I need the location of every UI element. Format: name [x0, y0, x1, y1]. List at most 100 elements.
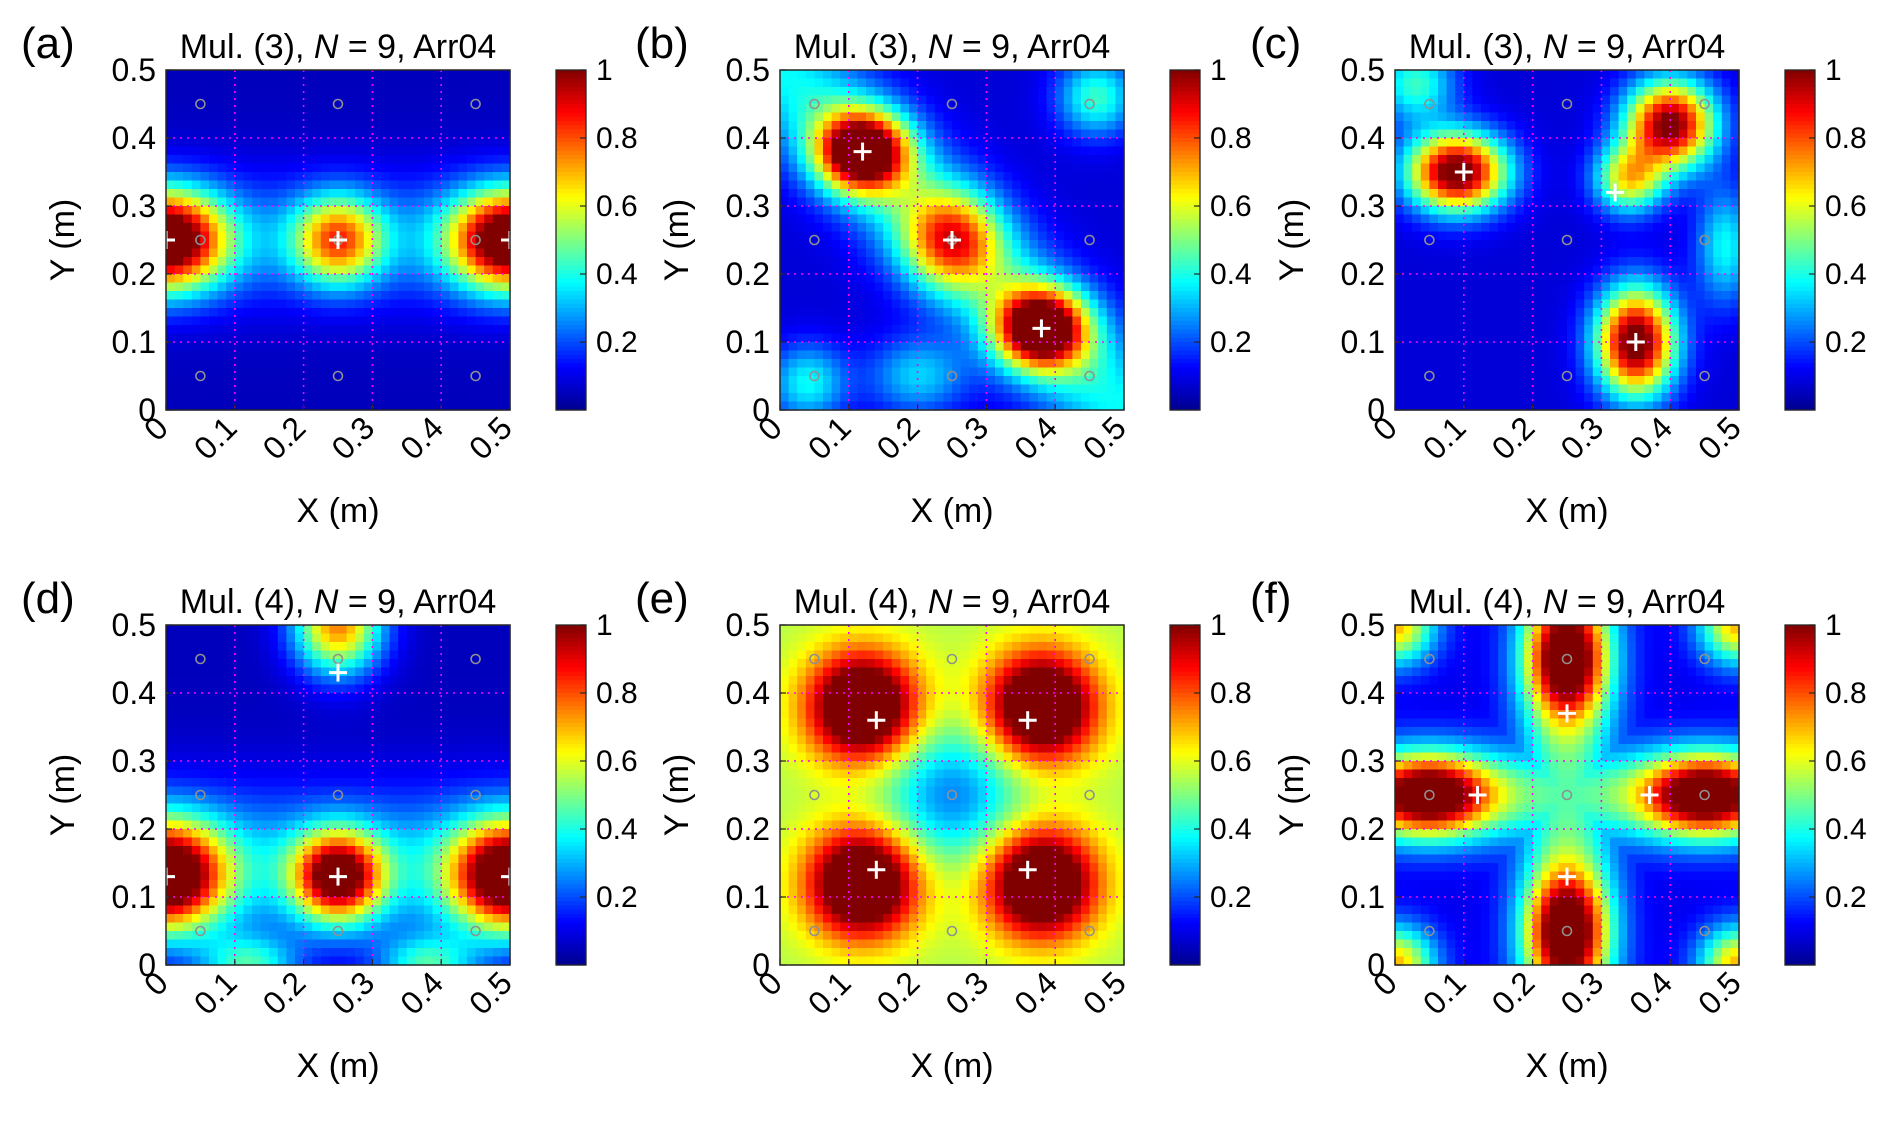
heatmap-cell [1055, 359, 1064, 368]
heatmap-cell [390, 181, 399, 190]
heatmap-cell [1679, 300, 1688, 309]
heatmap-cell [1072, 359, 1081, 368]
heatmap-cell [175, 266, 184, 275]
heatmap-cell [789, 79, 798, 88]
heatmap-cell [381, 240, 390, 249]
heatmap-cell [467, 121, 476, 130]
heatmap-cell [952, 172, 961, 181]
heatmap-cell [1464, 232, 1473, 241]
heatmap-cell [1679, 359, 1688, 368]
heatmap-cell [1705, 402, 1714, 411]
heatmap-cell [424, 308, 433, 317]
heatmap-cell [857, 96, 866, 105]
heatmap-cell [304, 291, 313, 300]
heatmap-cell [1584, 291, 1593, 300]
heatmap-cell [312, 393, 321, 402]
heatmap-cell [467, 402, 476, 411]
heatmap-cell [1687, 249, 1696, 258]
heatmap-cell [1038, 223, 1047, 232]
heatmap-cell [252, 385, 261, 394]
heatmap-cell [1644, 87, 1653, 96]
heatmap-cell [1038, 121, 1047, 130]
heatmap-cell [209, 376, 218, 385]
heatmap-cell [1576, 130, 1585, 139]
heatmap-cell [347, 155, 356, 164]
heatmap-cell [1090, 113, 1099, 122]
heatmap-cell [450, 300, 459, 309]
y-tick-label: 0 [752, 392, 770, 428]
heatmap-cell [381, 172, 390, 181]
heatmap-cell [166, 402, 175, 411]
heatmap-cell [329, 385, 338, 394]
heatmap-cell [900, 368, 909, 377]
heatmap-cell [1713, 308, 1722, 317]
colorbar-segment [556, 210, 586, 215]
heatmap-cell [1670, 121, 1679, 130]
heatmap-cell [1550, 257, 1559, 266]
heatmap-cell [1610, 155, 1619, 164]
heatmap-cell [312, 147, 321, 156]
heatmap-cell [1498, 317, 1507, 326]
heatmap-cell [1550, 155, 1559, 164]
heatmap-cell [1644, 155, 1653, 164]
heatmap-cell [1687, 104, 1696, 113]
colorbar-segment [556, 402, 586, 407]
heatmap-cell [1490, 147, 1499, 156]
heatmap-cell [166, 147, 175, 156]
heatmap-cell [952, 138, 961, 147]
heatmap-cell [1619, 368, 1628, 377]
heatmap-cell [961, 283, 970, 292]
heatmap-cell [329, 172, 338, 181]
heatmap-cell [441, 96, 450, 105]
heatmap-cell [166, 189, 175, 198]
heatmap-cell [1012, 291, 1021, 300]
heatmap-cell [269, 232, 278, 241]
heatmap-cell [1115, 283, 1124, 292]
heatmap-cell [1627, 385, 1636, 394]
heatmap-cell [1584, 393, 1593, 402]
heatmap-cell [200, 121, 209, 130]
heatmap-cell [1670, 232, 1679, 241]
heatmap-cell [278, 232, 287, 241]
heatmap-cell [900, 376, 909, 385]
colorbar-segment [1170, 376, 1200, 381]
panel-title: Mul. (3), N = 9, Arr04 [794, 28, 1111, 66]
heatmap-cell [1081, 215, 1090, 224]
heatmap-cell [806, 130, 815, 139]
heatmap-cell [1038, 368, 1047, 377]
heatmap-cell [261, 79, 270, 88]
heatmap-cell [1472, 79, 1481, 88]
heatmap-cell [1395, 79, 1404, 88]
heatmap-cell [1029, 215, 1038, 224]
heatmap-cell [329, 342, 338, 351]
heatmap-cell [441, 147, 450, 156]
heatmap-cell [175, 334, 184, 343]
heatmap-cell [1004, 308, 1013, 317]
heatmap-cell [183, 104, 192, 113]
heatmap-cell [1098, 147, 1107, 156]
heatmap-cell [840, 96, 849, 105]
heatmap-cell [1515, 181, 1524, 190]
heatmap-cell [823, 147, 832, 156]
heatmap-cell [780, 181, 789, 190]
heatmap-cell [780, 393, 789, 402]
heatmap-cell [995, 181, 1004, 190]
heatmap-cell [1404, 385, 1413, 394]
heatmap-cell [441, 198, 450, 207]
heatmap-cell [1507, 342, 1516, 351]
heatmap-cell [398, 300, 407, 309]
heatmap-cell [866, 283, 875, 292]
heatmap-cell [900, 198, 909, 207]
heatmap-cell [797, 87, 806, 96]
heatmap-cell [1404, 96, 1413, 105]
heatmap-cell [295, 138, 304, 147]
y-tick-label: 0.2 [726, 256, 770, 292]
heatmap-cell [1619, 402, 1628, 411]
heatmap-cell [1584, 317, 1593, 326]
heatmap-cell [372, 308, 381, 317]
colorbar-segment [1170, 91, 1200, 96]
heatmap-cell [866, 172, 875, 181]
heatmap-cell [347, 121, 356, 130]
heatmap-cell [450, 308, 459, 317]
heatmap-cell [1687, 402, 1696, 411]
